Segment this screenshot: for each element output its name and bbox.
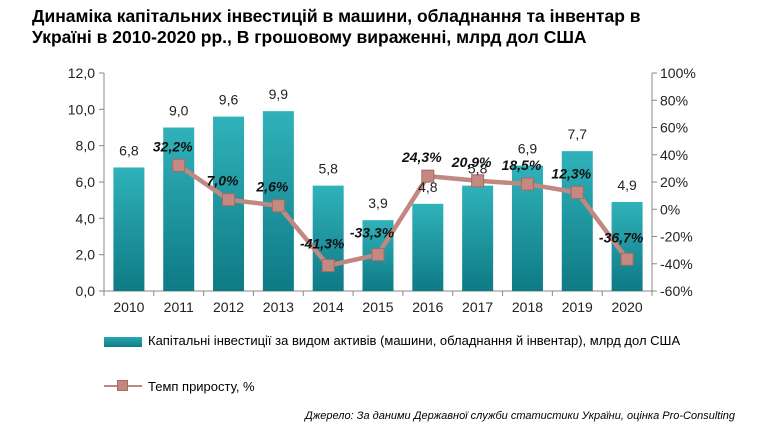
growth-rate-label: 7,0% bbox=[207, 173, 239, 189]
chart-title: Динаміка капітальних інвестицій в машини… bbox=[32, 6, 641, 47]
growth-rate-marker bbox=[172, 158, 186, 172]
growth-rate-label: 18,5% bbox=[502, 157, 542, 173]
bar bbox=[312, 185, 344, 291]
x-tick-label: 2018 bbox=[512, 299, 543, 315]
growth-rate-label: -33,3% bbox=[350, 225, 395, 241]
right-tick-label: -40% bbox=[660, 256, 693, 272]
bar-value-label: 4,8 bbox=[418, 179, 438, 195]
left-tick-label: 12,0 bbox=[68, 65, 95, 81]
growth-rate-label: -36,7% bbox=[599, 229, 644, 245]
right-tick-label: 40% bbox=[660, 147, 688, 163]
x-tick-label: 2017 bbox=[462, 299, 493, 315]
growth-rate-marker bbox=[620, 252, 634, 266]
x-tick-label: 2020 bbox=[612, 299, 643, 315]
x-tick-label: 2016 bbox=[412, 299, 443, 315]
bar-value-label: 9,0 bbox=[169, 103, 189, 119]
bar bbox=[163, 127, 195, 291]
legend-line-marker bbox=[117, 380, 128, 391]
bar-value-label: 5,8 bbox=[468, 161, 488, 177]
source-note: Джерело: За даними Державної служби стат… bbox=[304, 410, 735, 422]
legend-bar-label: Капітальні інвестиції за видом активів (… bbox=[148, 333, 681, 348]
legend-bar-swatch bbox=[104, 337, 142, 347]
bar-value-label: 6,9 bbox=[518, 141, 538, 157]
right-tick-label: 0% bbox=[660, 201, 680, 217]
legend-line-label: Темп приросту, % bbox=[148, 379, 255, 394]
right-tick-label: 100% bbox=[660, 65, 696, 81]
left-tick-label: 10,0 bbox=[68, 101, 95, 117]
growth-rate-label: 2,6% bbox=[255, 179, 288, 195]
x-tick-label: 2011 bbox=[164, 299, 194, 315]
growth-rate-label: 32,2% bbox=[153, 138, 193, 154]
growth-rate-marker bbox=[371, 248, 385, 262]
bar-value-label: 3,9 bbox=[368, 195, 388, 211]
bar-value-label: 7,7 bbox=[568, 126, 588, 142]
x-tick-label: 2010 bbox=[113, 299, 144, 315]
x-tick-label: 2012 bbox=[213, 299, 244, 315]
right-tick-label: -60% bbox=[660, 283, 693, 299]
growth-rate-marker bbox=[222, 193, 236, 207]
right-tick-label: -20% bbox=[660, 229, 693, 245]
right-tick-label: 60% bbox=[660, 120, 688, 136]
bar-value-label: 9,6 bbox=[219, 92, 239, 108]
growth-rate-label: 12,3% bbox=[551, 165, 591, 181]
left-tick-label: 2,0 bbox=[76, 247, 96, 263]
bar bbox=[561, 151, 593, 291]
growth-rate-marker bbox=[421, 169, 435, 183]
growth-rate-marker bbox=[471, 174, 485, 188]
bar bbox=[113, 167, 145, 291]
growth-rate-line bbox=[177, 163, 629, 268]
growth-rate-marker bbox=[570, 185, 584, 199]
growth-rate-label: 20,9% bbox=[451, 154, 492, 170]
bar bbox=[412, 203, 444, 291]
growth-rate-marker bbox=[271, 199, 285, 213]
growth-rate-marker bbox=[321, 259, 335, 273]
right-tick-label: 80% bbox=[660, 92, 688, 108]
x-tick-label: 2013 bbox=[263, 299, 294, 315]
growth-rate-label: 24,3% bbox=[401, 149, 442, 165]
left-tick-label: 8,0 bbox=[76, 138, 96, 154]
right-tick-label: 20% bbox=[660, 174, 688, 190]
bar-value-label: 9,9 bbox=[269, 86, 289, 102]
growth-rate-marker bbox=[520, 177, 534, 191]
bar bbox=[462, 185, 494, 291]
x-tick-label: 2015 bbox=[362, 299, 393, 315]
bar-value-label: 4,9 bbox=[617, 177, 637, 193]
bar-value-label: 5,8 bbox=[318, 161, 338, 177]
left-tick-label: 0,0 bbox=[76, 283, 96, 299]
bar-value-label: 6,8 bbox=[119, 142, 139, 158]
left-tick-label: 6,0 bbox=[76, 174, 96, 190]
x-tick-label: 2019 bbox=[562, 299, 593, 315]
growth-rate-label: -41,3% bbox=[300, 236, 345, 252]
left-tick-label: 4,0 bbox=[76, 210, 96, 226]
x-tick-label: 2014 bbox=[313, 299, 344, 315]
